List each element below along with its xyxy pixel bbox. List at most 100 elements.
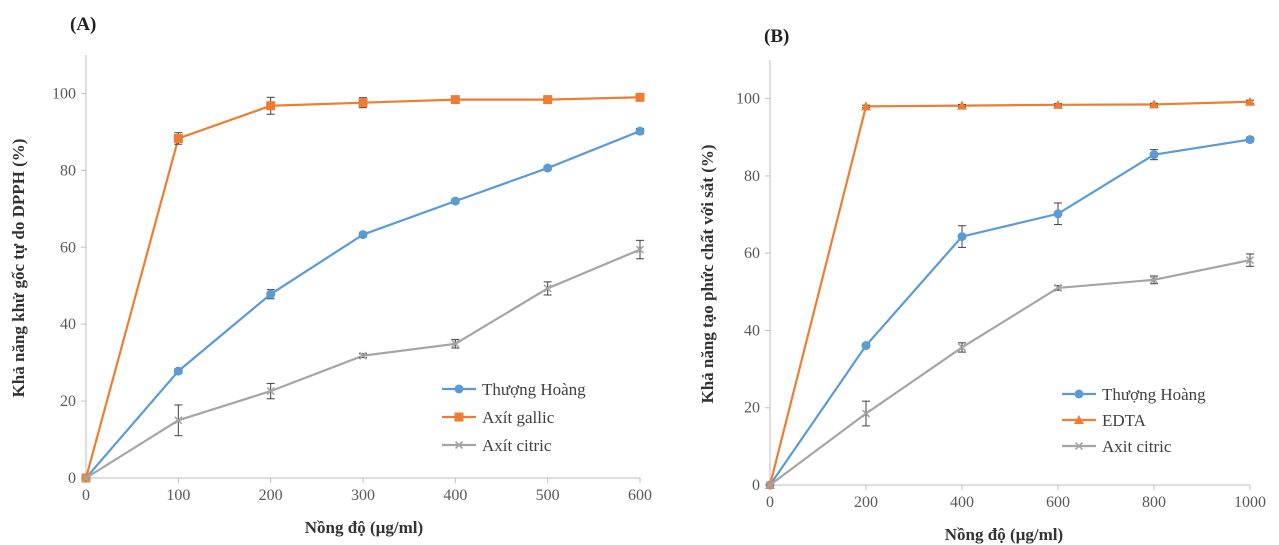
panel-a-legend-label: Axít citric <box>482 436 552 455</box>
panel-b-data-point-stroke <box>1245 256 1255 265</box>
panel-a-data-point <box>451 339 460 348</box>
panel-a-data-point <box>450 95 460 105</box>
panel-a-data-point <box>543 95 553 105</box>
panel-a-data-point <box>81 473 91 483</box>
panel-a-legend-entry: Axít gallic <box>442 408 555 427</box>
panel-a-data-point <box>174 416 183 425</box>
panel-b-data-point-stroke <box>861 409 871 418</box>
panel-b-data-point-stroke <box>765 480 775 490</box>
panel-a-x-tick-label: 500 <box>536 487 560 504</box>
panel-b-x-tick-label: 400 <box>950 494 974 511</box>
panel-a-y-tick-label: 60 <box>60 239 76 256</box>
panel-a-series-2 <box>81 92 645 483</box>
panel-a-x-tick-label: 200 <box>259 487 283 504</box>
panel-a-series-line <box>84 96 641 479</box>
panel-b-data-point <box>1053 209 1063 219</box>
panel-b-data-point-stroke <box>957 343 967 352</box>
panel-b-label: (B) <box>764 26 789 47</box>
panel-b-y-tick-label: 100 <box>736 91 760 108</box>
panel-a-data-point <box>358 230 368 240</box>
panel-b-y-axis-label: Khả năng tạo phức chất với sắt (%) <box>698 144 717 403</box>
panel-a-data-point <box>635 126 645 136</box>
panel-b-data-point <box>1149 275 1159 284</box>
panel-a-x-tick-label: 0 <box>82 487 90 504</box>
panel-b-legend-entry: Axit citric <box>1062 437 1172 456</box>
panel-a-data-point <box>635 245 645 254</box>
panel-a-y-tick-label: 20 <box>60 393 76 410</box>
panel-b-data-point <box>1149 150 1159 160</box>
panel-a-data-point <box>266 101 276 111</box>
panel-b-series-2 <box>765 96 1255 489</box>
panel-a-data-point <box>358 98 368 108</box>
panel-a-legend-entry: Thượng Hoàng <box>442 380 586 399</box>
panel-a-y-axis-label: Khả năng khử gốc tự do DPPH (%) <box>9 139 28 398</box>
panel-a-legend: Thượng Hoàng Axít gallic Axít citric <box>442 380 586 455</box>
panel-a-legend-entry: Axít citric <box>442 436 552 455</box>
panel-b-legend-entry: Thượng Hoàng <box>1062 385 1206 404</box>
panel-a-data-point-stroke <box>266 387 275 396</box>
panel-a-series-3 <box>81 239 645 483</box>
panel-b-data-point <box>1245 96 1255 106</box>
panel-b-legend-marker-stroke <box>1074 441 1084 451</box>
panel-b-y-tick-label: 0 <box>752 477 760 494</box>
panel-b-chart: (B) Nồng độ (µg/ml) Khả năng tạo phức ch… <box>698 26 1266 544</box>
panel-b-y-tick-label: 80 <box>744 168 760 185</box>
panel-a-data-point-stroke <box>81 473 91 483</box>
panel-b-data-point <box>1149 99 1159 109</box>
panel-a-data-point-stroke <box>635 245 645 254</box>
panel-a-chart: (A) Nồng độ (µg/ml) Khả năng khử gốc tự … <box>9 14 652 537</box>
panel-a-data-point-stroke <box>358 351 368 360</box>
panel-b-legend-marker <box>1074 389 1084 399</box>
panel-b-legend-label: Axit citric <box>1102 437 1172 456</box>
panel-a-data-point-stroke <box>543 284 552 293</box>
panel-b-legend-label: Thượng Hoàng <box>1102 385 1206 404</box>
panel-a-data-point-stroke <box>174 416 183 425</box>
panel-a-y-tick-label: 100 <box>52 85 76 102</box>
panel-a-legend-marker-stroke <box>454 440 464 450</box>
panel-b-data-point-stroke <box>1053 283 1063 293</box>
panel-a-y-tick-label: 0 <box>68 470 76 487</box>
panel-b-legend-label: EDTA <box>1102 411 1147 430</box>
panel-b-y-tick-label: 20 <box>744 400 760 417</box>
panel-b-x-tick-label: 1000 <box>1234 494 1266 511</box>
panel-a-data-point <box>543 284 552 293</box>
panel-a-x-tick-label: 100 <box>166 487 190 504</box>
panel-b-x-tick-label: 600 <box>1046 494 1070 511</box>
panel-b-x-tick-label: 800 <box>1142 494 1166 511</box>
panel-b-legend-marker <box>1074 415 1084 424</box>
panel-a-data-point <box>543 163 553 173</box>
panel-b-series-line <box>769 259 1251 486</box>
panel-a-legend-marker <box>454 412 464 422</box>
panel-a-legend-marker <box>454 440 464 450</box>
panel-a-x-axis-label: Nồng độ (µg/ml) <box>305 518 423 537</box>
panel-b-x-axis-label: Nồng độ (µg/ml) <box>945 525 1063 544</box>
panel-b-data-point <box>1053 283 1063 293</box>
panel-a-data-point <box>635 92 645 102</box>
panel-a-data-point <box>450 196 460 206</box>
panel-b-data-point <box>957 343 967 352</box>
panel-b-legend: Thượng Hoàng EDTA Axit citric <box>1062 385 1206 456</box>
panel-b-legend-marker <box>1074 441 1084 451</box>
panel-a-data-point <box>173 366 183 376</box>
panel-a-x-tick-label: 400 <box>443 487 467 504</box>
panel-b-data-point <box>861 101 871 111</box>
panel-b-y-tick-label: 60 <box>744 245 760 262</box>
panel-b-x-tick-label: 0 <box>766 494 774 511</box>
panel-a-series-line <box>85 248 641 479</box>
panel-b-data-point <box>765 480 775 490</box>
panel-a-label: (A) <box>70 14 96 35</box>
panel-a-data-point <box>266 289 276 299</box>
panel-b-series-line <box>769 138 1251 486</box>
panel-b-series-3 <box>765 253 1255 490</box>
panel-a-legend-marker <box>454 384 464 394</box>
panel-b-data-point <box>957 232 967 242</box>
panel-a-x-tick-label: 600 <box>628 487 652 504</box>
panel-a-x-tick-label: 300 <box>351 487 375 504</box>
panel-a-legend-label: Axít gallic <box>482 408 555 427</box>
panel-b-data-point <box>1053 99 1063 109</box>
panel-a-data-point <box>266 387 275 396</box>
panel-b-series-1 <box>765 135 1255 490</box>
panel-b-legend-entry: EDTA <box>1062 411 1147 430</box>
panel-b-series-line <box>768 100 1251 486</box>
